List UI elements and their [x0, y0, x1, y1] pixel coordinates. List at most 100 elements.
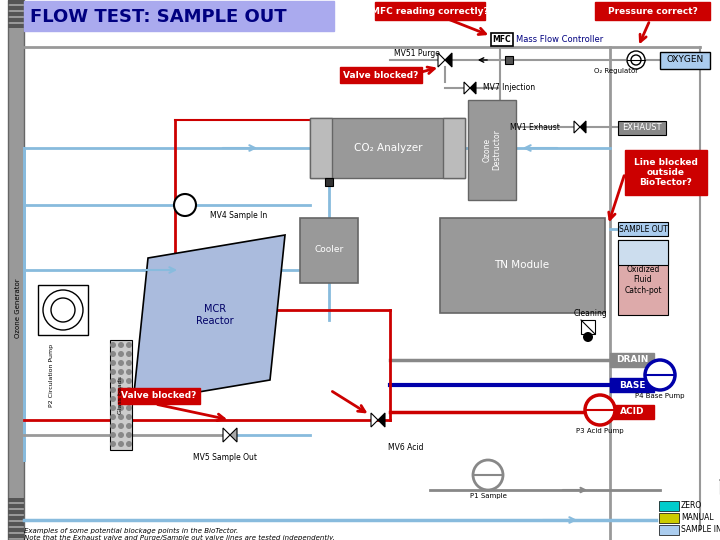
Bar: [659, 501, 679, 511]
Bar: [440, 218, 605, 313]
Text: MV5 Sample Out: MV5 Sample Out: [193, 453, 257, 462]
Circle shape: [126, 360, 132, 366]
Text: OXYGEN: OXYGEN: [667, 56, 703, 64]
Circle shape: [118, 378, 124, 384]
Circle shape: [118, 360, 124, 366]
Bar: [8, 0, 24, 4]
Circle shape: [126, 351, 132, 357]
Text: MFC: MFC: [492, 35, 511, 44]
Circle shape: [118, 432, 124, 438]
Circle shape: [110, 342, 116, 348]
Circle shape: [126, 342, 132, 348]
Circle shape: [110, 351, 116, 357]
Bar: [300, 218, 358, 283]
Circle shape: [118, 369, 124, 375]
Circle shape: [631, 55, 641, 65]
Circle shape: [118, 423, 124, 429]
Text: BASE: BASE: [618, 381, 645, 389]
Circle shape: [118, 396, 124, 402]
Bar: [8, 522, 24, 526]
Text: Note that the Exhaust valve and Purge/Sample out valve lines are tested independ: Note that the Exhaust valve and Purge/Sa…: [24, 535, 335, 540]
Text: MFC reading correctly?: MFC reading correctly?: [371, 6, 489, 16]
Polygon shape: [464, 82, 470, 94]
Bar: [38, 285, 88, 335]
Polygon shape: [580, 121, 586, 133]
Text: P1 Sample: P1 Sample: [469, 493, 506, 499]
Circle shape: [110, 441, 116, 447]
Bar: [8, 498, 24, 502]
Circle shape: [110, 423, 116, 429]
Bar: [659, 525, 679, 535]
Circle shape: [126, 423, 132, 429]
Circle shape: [110, 378, 116, 384]
Bar: [491, 33, 513, 46]
Circle shape: [126, 414, 132, 420]
Bar: [118, 388, 200, 404]
Text: CO₂ Analyzer: CO₂ Analyzer: [354, 143, 422, 153]
Text: Pressure correct?: Pressure correct?: [608, 6, 698, 16]
Bar: [310, 118, 332, 178]
Circle shape: [43, 290, 83, 330]
Bar: [8, 504, 24, 508]
Text: MV1 Exhaust: MV1 Exhaust: [510, 123, 560, 132]
Circle shape: [110, 414, 116, 420]
Bar: [659, 513, 679, 523]
Text: MANUAL: MANUAL: [681, 514, 714, 523]
Circle shape: [110, 396, 116, 402]
Text: O₂ Regulator: O₂ Regulator: [594, 68, 638, 74]
Bar: [8, 534, 24, 538]
Bar: [443, 118, 465, 178]
Circle shape: [126, 369, 132, 375]
Text: Ozone
Destructor: Ozone Destructor: [482, 130, 502, 171]
Text: DRAIN: DRAIN: [616, 355, 648, 364]
Text: Cooler: Cooler: [315, 246, 343, 254]
Bar: [8, 528, 24, 532]
Text: MV7 Injection: MV7 Injection: [483, 84, 535, 92]
Text: ZERO: ZERO: [681, 502, 702, 510]
Circle shape: [126, 387, 132, 393]
Text: ACID: ACID: [620, 408, 644, 416]
Bar: [110, 340, 132, 450]
Text: Line blocked
outside
BioTector?: Line blocked outside BioTector?: [634, 158, 698, 187]
Polygon shape: [574, 121, 580, 133]
Bar: [618, 240, 668, 265]
Text: TN Module: TN Module: [495, 260, 549, 270]
Text: MV4 Sample In: MV4 Sample In: [210, 211, 267, 219]
Polygon shape: [133, 235, 285, 403]
Polygon shape: [223, 428, 230, 442]
Text: P3 Acid Pump: P3 Acid Pump: [576, 428, 624, 434]
Polygon shape: [438, 53, 445, 67]
Text: EXHAUST: EXHAUST: [622, 124, 662, 132]
Bar: [618, 121, 666, 135]
Circle shape: [473, 460, 503, 490]
Circle shape: [126, 396, 132, 402]
Circle shape: [126, 378, 132, 384]
Text: Mass Flow Controller: Mass Flow Controller: [516, 35, 603, 44]
Circle shape: [627, 51, 645, 69]
Bar: [468, 100, 516, 200]
Bar: [8, 516, 24, 520]
Polygon shape: [445, 53, 452, 67]
Bar: [505, 56, 513, 64]
Bar: [325, 178, 333, 186]
Bar: [375, 2, 485, 20]
Bar: [660, 52, 710, 69]
Text: MV51 Purge: MV51 Purge: [394, 50, 440, 58]
Circle shape: [585, 395, 615, 425]
Bar: [8, 6, 24, 10]
Polygon shape: [470, 82, 476, 94]
Text: P4 Base Pump: P4 Base Pump: [635, 393, 685, 399]
Bar: [625, 150, 707, 195]
Circle shape: [110, 387, 116, 393]
Bar: [8, 12, 24, 16]
Circle shape: [126, 405, 132, 411]
Bar: [8, 24, 24, 28]
Polygon shape: [230, 428, 237, 442]
Bar: [8, 18, 24, 22]
Text: Oxidized
Fluid
Catch-pot: Oxidized Fluid Catch-pot: [624, 265, 662, 295]
Bar: [310, 118, 465, 178]
Circle shape: [118, 387, 124, 393]
Text: Examples of some potential blockage points in the BioTector.: Examples of some potential blockage poin…: [24, 528, 238, 534]
Bar: [340, 67, 422, 83]
Bar: [610, 405, 654, 419]
